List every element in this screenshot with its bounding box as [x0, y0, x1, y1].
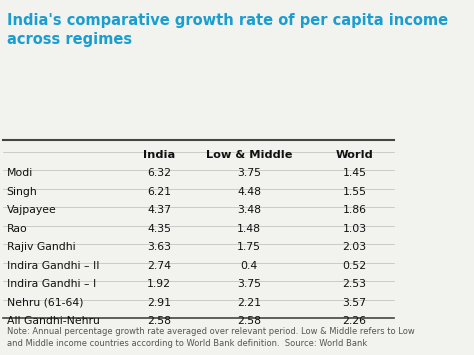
Text: 1.75: 1.75: [237, 242, 261, 252]
Text: 1.92: 1.92: [147, 279, 171, 289]
Text: Indira Gandhi – I: Indira Gandhi – I: [7, 279, 96, 289]
Text: World: World: [336, 150, 374, 160]
Text: 2.21: 2.21: [237, 297, 261, 308]
Text: 2.03: 2.03: [343, 242, 367, 252]
Text: 2.58: 2.58: [147, 316, 171, 326]
Text: Rao: Rao: [7, 224, 27, 234]
Text: Indira Gandhi – II: Indira Gandhi – II: [7, 261, 99, 271]
Text: 0.4: 0.4: [240, 261, 258, 271]
Text: 1.55: 1.55: [343, 186, 367, 197]
Text: 4.35: 4.35: [147, 224, 171, 234]
Text: 1.45: 1.45: [343, 168, 367, 178]
Text: 1.03: 1.03: [343, 224, 367, 234]
Text: 4.48: 4.48: [237, 186, 261, 197]
Text: 2.91: 2.91: [147, 297, 171, 308]
Text: 2.26: 2.26: [343, 316, 367, 326]
Text: 2.53: 2.53: [343, 279, 367, 289]
Text: Nehru (61-64): Nehru (61-64): [7, 297, 83, 308]
Text: 1.86: 1.86: [343, 205, 367, 215]
Text: 2.74: 2.74: [147, 261, 171, 271]
Text: 2.58: 2.58: [237, 316, 261, 326]
Text: 3.48: 3.48: [237, 205, 261, 215]
Text: 6.21: 6.21: [147, 186, 171, 197]
Text: Note: Annual percentage growth rate averaged over relevant period. Low & Middle : Note: Annual percentage growth rate aver…: [7, 327, 414, 349]
Text: 0.52: 0.52: [343, 261, 367, 271]
Text: 3.75: 3.75: [237, 279, 261, 289]
Text: Low & Middle: Low & Middle: [206, 150, 292, 160]
Text: All Gandhi-Nehru: All Gandhi-Nehru: [7, 316, 100, 326]
Text: India's comparative growth rate of per capita income
across regimes: India's comparative growth rate of per c…: [7, 13, 448, 47]
Text: Modi: Modi: [7, 168, 33, 178]
Text: Singh: Singh: [7, 186, 37, 197]
Text: India: India: [143, 150, 175, 160]
Text: 6.32: 6.32: [147, 168, 171, 178]
Text: Vajpayee: Vajpayee: [7, 205, 56, 215]
Text: 3.75: 3.75: [237, 168, 261, 178]
Text: 3.63: 3.63: [147, 242, 171, 252]
Text: 3.57: 3.57: [343, 297, 367, 308]
Text: Rajiv Gandhi: Rajiv Gandhi: [7, 242, 75, 252]
Text: 4.37: 4.37: [147, 205, 171, 215]
Text: 1.48: 1.48: [237, 224, 261, 234]
